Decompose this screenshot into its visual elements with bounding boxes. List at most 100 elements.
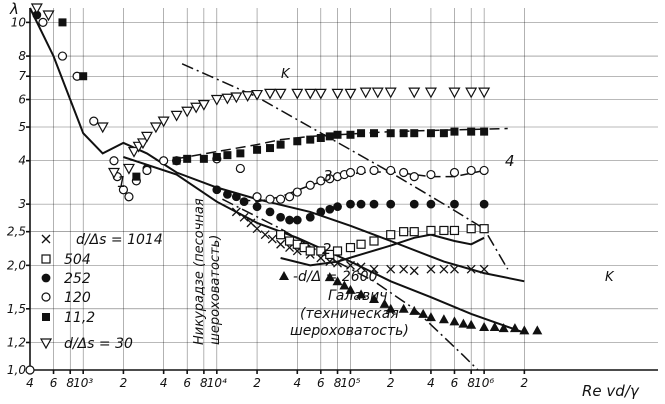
y-tick-label-0: 1,0 (7, 363, 26, 377)
y-tick-label-11: 10 (11, 15, 27, 29)
point-square-open-16 (449, 225, 460, 236)
legend-marker-circle-filled (41, 273, 51, 283)
x-tick-label-4: 2 (120, 376, 128, 390)
legend-marker-circle-open (41, 292, 51, 302)
point-square-open-15 (439, 225, 449, 236)
point-circle-filled-5 (239, 197, 249, 207)
point-x-22 (466, 264, 476, 274)
point-triangle-down-open-14 (197, 100, 210, 111)
point-x-5 (267, 234, 277, 244)
point-triangle-filled-10 (418, 308, 429, 318)
x-tick-label-5: 4 (160, 376, 168, 390)
point-circle-open-32 (449, 167, 460, 178)
point-triangle-down-open-24 (314, 88, 327, 100)
point-square-filled-13 (306, 135, 315, 144)
point-circle-open-28 (386, 165, 396, 176)
point-triangle-down-open-30 (408, 87, 421, 99)
point-square-filled-6 (212, 152, 221, 161)
point-triangle-down-open-5 (127, 146, 141, 158)
point-square-filled-9 (253, 145, 262, 154)
point-circle-open-26 (356, 165, 366, 176)
x-axis-label: Re vd/γ (582, 382, 640, 400)
point-circle-filled-3 (223, 190, 232, 199)
point-circle-filled-8 (276, 212, 285, 222)
point-triangle-down-open-4 (122, 163, 135, 175)
point-triangle-down-open-3 (107, 167, 121, 179)
point-square-open-8 (345, 242, 356, 253)
point-circle-open-11 (159, 156, 169, 166)
x-tick-label-13: 10⁵ (340, 376, 360, 390)
point-triangle-filled-8 (398, 303, 409, 313)
point-triangle-filled-19 (509, 323, 520, 333)
legend-markers (39, 234, 289, 350)
point-triangle-filled-6 (379, 298, 390, 308)
point-square-filled-17 (346, 130, 355, 139)
point-triangle-down-open-20 (263, 88, 277, 100)
point-circle-filled-15 (346, 199, 355, 209)
point-triangle-down-open-7 (136, 138, 149, 150)
point-square-filled-7 (223, 151, 232, 160)
y-tick-label-4: 2,5 (7, 225, 26, 239)
point-circle-filled-20 (426, 199, 436, 209)
point-circle-open-25 (345, 167, 356, 178)
point-triangle-filled-9 (409, 305, 420, 315)
point-circle-filled-16 (356, 199, 366, 209)
point-circle-open-34 (479, 165, 489, 176)
x-tick-label-11: 6 (317, 376, 325, 390)
point-circle-open-21 (316, 176, 326, 186)
series-x (231, 207, 489, 276)
point-square-open-12 (399, 227, 409, 237)
point-triangle-filled-0 (324, 272, 335, 282)
point-square-filled-23 (426, 129, 435, 138)
point-triangle-down-open-11 (170, 110, 183, 122)
point-circle-open-17 (275, 194, 286, 204)
series-square-filled (58, 18, 489, 181)
point-triangle-filled-16 (479, 321, 490, 331)
point-square-filled-16 (333, 130, 342, 139)
point-triangle-down-open-13 (190, 102, 203, 114)
point-square-filled-20 (386, 129, 395, 138)
point-circle-filled-9 (285, 215, 294, 225)
point-triangle-down-open-15 (210, 94, 223, 106)
point-square-filled-11 (276, 140, 285, 149)
point-triangle-filled-3 (345, 284, 356, 294)
point-square-open-10 (369, 236, 379, 246)
point-triangle-filled-7 (385, 303, 396, 313)
x-tick-label-12: 8 (334, 376, 342, 390)
point-x-1 (239, 212, 249, 222)
point-triangle-down-open-21 (274, 88, 287, 100)
x-tick-label-6: 6 (183, 376, 191, 390)
point-square-open-17 (466, 224, 476, 234)
curve-label-1: 1 (117, 173, 127, 191)
point-triangle-down-open-31 (424, 87, 437, 99)
legend: d/Δs = 1014 504 252 120 11,2 d/Δs = 30 (39, 232, 289, 352)
x-tick-label-1: 6 (50, 376, 58, 390)
point-square-filled-26 (467, 127, 476, 136)
point-triangle-filled-17 (489, 321, 500, 331)
point-triangle-down-open-26 (344, 88, 357, 100)
point-triangle-filled-13 (449, 316, 460, 326)
nikuradse-label-1: Никурадзе (песочная (192, 198, 207, 345)
axes-layer (29, 8, 658, 371)
curve-labels: 1 2 3 4 K K (117, 67, 615, 285)
point-square-filled-0 (58, 18, 67, 27)
point-circle-open-30 (409, 172, 419, 182)
point-triangle-down-open-32 (448, 87, 461, 99)
point-circle-filled-2 (212, 185, 222, 195)
y-tick-label-1: 1,2 (7, 335, 26, 349)
point-triangle-down-open-34 (478, 87, 491, 99)
legend-label-120: 120 (64, 290, 91, 306)
point-x-18 (409, 266, 419, 276)
galavich-note-1: (техническая (300, 306, 399, 322)
point-circle-filled-13 (325, 204, 335, 214)
point-square-open-0 (275, 230, 286, 240)
point-triangle-down-open-9 (149, 122, 162, 134)
point-triangle-filled-14 (458, 318, 469, 328)
point-triangle-filled-21 (532, 325, 543, 335)
point-triangle-down-open-25 (331, 88, 344, 100)
point-triangle-down-open-8 (140, 131, 153, 143)
x-tick-label-8: 10⁴ (207, 376, 227, 390)
point-triangle-filled-11 (425, 312, 436, 322)
k-line-label-lower: K (605, 270, 615, 285)
nikuradse-annotation: Никурадзе (песочная шероховатость) (192, 198, 223, 345)
